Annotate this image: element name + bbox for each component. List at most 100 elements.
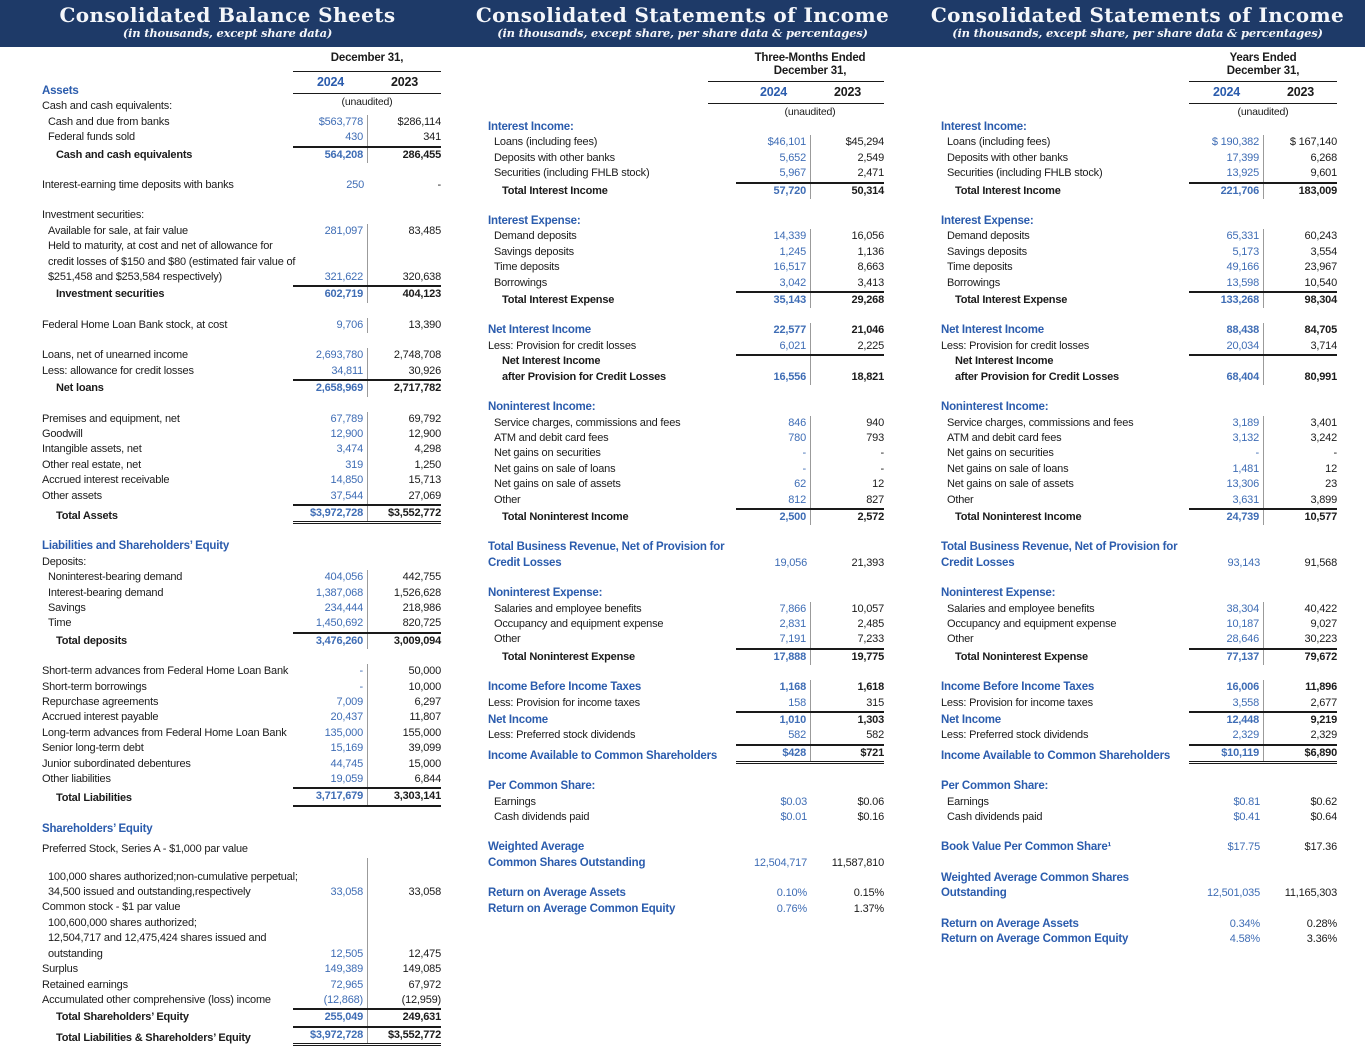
row-label: Short-term advances from Federal Home Lo… bbox=[42, 665, 289, 678]
table-row: Net gains on securities - - bbox=[488, 446, 884, 462]
row-label: Intangible assets, net bbox=[42, 443, 142, 456]
value-2023: 1,618 bbox=[857, 681, 884, 694]
row-values: 13,306 23 bbox=[1189, 477, 1337, 493]
row-label: Borrowings bbox=[947, 276, 1001, 289]
value-2024: 12,900 bbox=[293, 426, 368, 443]
table-row: Premises and equipment, net 67,789 69,792 bbox=[42, 411, 441, 427]
value-2024: 319 bbox=[293, 457, 368, 474]
row-label: Total Liabilities & Shareholders’ Equity bbox=[56, 1031, 251, 1044]
spacer-row bbox=[42, 857, 441, 870]
value-2023: 12,475 bbox=[408, 947, 442, 960]
row-label: Federal funds sold bbox=[48, 131, 135, 144]
table-row: Weighted Average Common Shares Outstandi… bbox=[941, 871, 1337, 902]
row-values: 49,166 23,967 bbox=[1189, 260, 1337, 276]
row-label: Noninterest Expense: bbox=[488, 587, 603, 600]
row-label: Interest Expense: bbox=[941, 215, 1034, 228]
panel-header-balance-sheets: Consolidated Balance Sheets (in thousand… bbox=[0, 0, 455, 47]
table-row: Deposits: bbox=[42, 555, 441, 570]
table-row: Salaries and employee benefits 7,866 10,05… bbox=[488, 601, 884, 617]
row-label: Time deposits bbox=[947, 261, 1013, 274]
row-values: 68,404 80,991 bbox=[1189, 354, 1337, 386]
row-values: 0.34% 0.28% bbox=[1189, 917, 1337, 932]
value-2024: 250 bbox=[346, 179, 364, 192]
table-row: Book Value Per Common Share¹ $17.75 $17.36 bbox=[941, 840, 1337, 855]
row-values: 564,208 286,455 bbox=[293, 145, 441, 164]
row-label: Time deposits bbox=[494, 261, 560, 274]
row-values: $3,972,728 $3,552,772 bbox=[293, 1025, 441, 1047]
value-2024: 12,448 bbox=[1189, 713, 1264, 729]
table-row: Income Before Income Taxes 16,006 11,896 bbox=[941, 680, 1337, 696]
value-2023: 4,298 bbox=[414, 443, 441, 456]
value-2024: $0.03 bbox=[780, 795, 807, 808]
table-row: 100,000 shares authorized;non-cumulative… bbox=[42, 869, 441, 901]
table-row: Shareholders’ Equity bbox=[42, 822, 441, 837]
value-2023: 39,099 bbox=[408, 742, 442, 755]
value-2023: (12,959) bbox=[401, 993, 442, 1006]
value-2023: 23 bbox=[1325, 478, 1337, 491]
row-values: 72,965 67,972 bbox=[293, 977, 441, 993]
row-label: Time bbox=[48, 617, 72, 630]
row-label: Deposits with other banks bbox=[947, 151, 1068, 164]
table-row: Time deposits 49,166 23,967 bbox=[941, 260, 1337, 276]
period-heading: December 31, bbox=[293, 52, 441, 65]
row-label: Other bbox=[494, 493, 521, 506]
table-row: Less: allowance for credit losses 34,811 3… bbox=[42, 363, 441, 380]
value-2023: 149,085 bbox=[402, 963, 442, 976]
table-row: Less: Provision for income taxes 3,558 2,6… bbox=[941, 695, 1337, 711]
row-values: 12,501,035 11,165,303 bbox=[1189, 871, 1337, 902]
value-2024: 1,245 bbox=[736, 244, 811, 261]
value-2024: 133,268 bbox=[1189, 293, 1264, 309]
row-label: Net Interest Income after Provision for … bbox=[955, 355, 1119, 383]
value-2023: 6,297 bbox=[414, 696, 441, 708]
row-values: 34,811 30,926 bbox=[293, 363, 441, 380]
value-2024: 0.10% bbox=[776, 887, 807, 900]
value-2024: 149,389 bbox=[293, 962, 368, 978]
row-values: 1,481 12 bbox=[1189, 461, 1337, 478]
row-values: 133,268 98,304 bbox=[1189, 291, 1337, 309]
year-2024-header: 2024 bbox=[316, 75, 344, 89]
value-2024: 1,387,068 bbox=[293, 585, 368, 601]
value-2023: 2,748,708 bbox=[393, 349, 441, 362]
row-label: Assets bbox=[42, 85, 79, 97]
value-2023: 60,243 bbox=[1304, 230, 1338, 243]
row-label: Total Liabilities bbox=[56, 792, 132, 805]
row-values: 602,719 404,123 bbox=[293, 285, 441, 303]
value-2023: 21,046 bbox=[851, 324, 885, 337]
row-label: Common stock - $1 par value bbox=[42, 901, 181, 914]
row-values: $17.75 $17.36 bbox=[1189, 840, 1338, 855]
table-row: Earnings $0.03 $0.06 bbox=[488, 795, 884, 810]
row-label: Salaries and employee benefits bbox=[947, 602, 1095, 615]
spacer-row bbox=[42, 524, 441, 539]
row-label: Cash dividends paid bbox=[494, 811, 590, 824]
value-2024: 67,789 bbox=[293, 411, 368, 427]
value-2024: 564,208 bbox=[293, 147, 368, 164]
row-label: Salaries and employee benefits bbox=[494, 602, 642, 615]
row-values: 3,717,679 3,303,141 bbox=[293, 787, 441, 807]
row-values: 7,866 10,057 bbox=[736, 601, 884, 617]
table-row: Net Interest Income after Provision for … bbox=[488, 354, 884, 386]
row-values: $10,119 $6,890 bbox=[1189, 743, 1337, 765]
value-2023: 315 bbox=[866, 696, 884, 709]
row-label: Retained earnings bbox=[42, 978, 128, 991]
value-2023: 7,233 bbox=[857, 633, 884, 646]
row-label: Total Shareholders’ Equity bbox=[56, 1011, 189, 1024]
row-values: 3,558 2,677 bbox=[1189, 695, 1337, 711]
row-label: Service charges, commissions and fees bbox=[947, 416, 1134, 429]
spacer-row bbox=[42, 397, 441, 412]
value-2024: 9,706 bbox=[293, 317, 368, 334]
row-label: Less: Provision for credit losses bbox=[488, 339, 637, 352]
value-2024: 3,042 bbox=[736, 275, 811, 292]
table-row: Per Common Share: bbox=[941, 779, 1337, 794]
value-2024: $ 190,382 bbox=[1189, 135, 1264, 151]
table-row: Total Interest Income 221,706 183,009 bbox=[941, 181, 1337, 200]
table-row: Liabilities and Shareholders’ Equity bbox=[42, 539, 441, 554]
spacer-row bbox=[488, 665, 884, 680]
spacer-row bbox=[42, 163, 441, 178]
row-label: Total Interest Income bbox=[502, 184, 608, 197]
table-row: Interest Income: bbox=[488, 120, 884, 135]
table-row: Preferred Stock, Series A - $1,000 par v… bbox=[42, 842, 441, 857]
table-row: Less: Preferred stock dividends 2,329 2,32… bbox=[941, 728, 1337, 744]
spacer-row bbox=[941, 525, 1337, 540]
value-2023: 50,000 bbox=[408, 665, 442, 678]
row-values: 7,191 7,233 bbox=[736, 632, 884, 648]
